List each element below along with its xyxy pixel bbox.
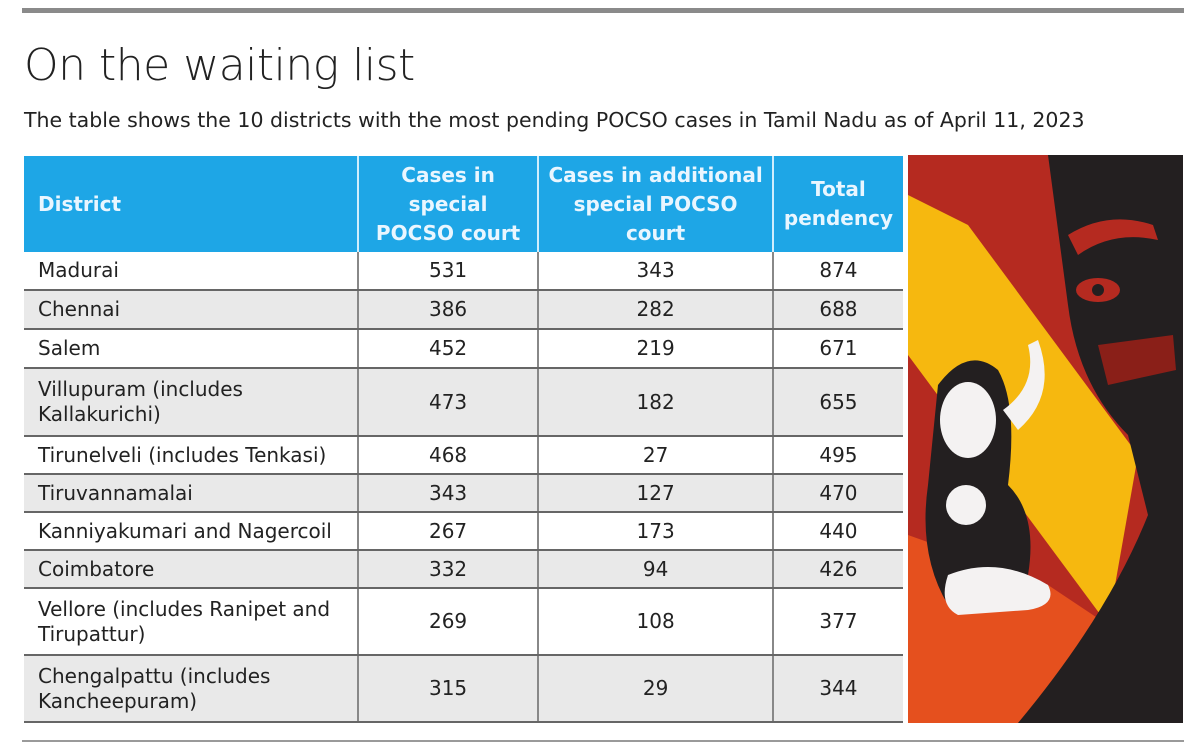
illustration [908,155,1183,723]
raised-arm [1003,340,1045,430]
legs [944,567,1051,615]
special-court-cell: 267 [357,512,540,551]
total-cell: 470 [772,474,903,513]
total-cell: 655 [772,368,903,437]
additional-court-cell: 108 [538,588,774,656]
special-court-cell: 315 [357,655,540,723]
additional-court-cell: 127 [538,474,774,513]
additional-court-cell: 29 [538,655,774,723]
shadow-figure [1018,155,1183,723]
total-cell: 426 [772,550,903,589]
district-cell: Tiruvannamalai [24,474,359,513]
top-rule [22,8,1184,13]
table-row: Coimbatore 332 94 426 [24,550,903,589]
column-header-additional-court: Cases in additional special POCSO court [538,156,774,252]
district-cell: Chengalpattu (includes Kancheepuram) [24,655,359,723]
special-court-cell: 332 [357,550,540,589]
pupil [1092,284,1104,296]
girl-face [940,382,996,458]
table-row: Tiruvannamalai 343 127 470 [24,474,903,513]
special-court-cell: 468 [357,436,540,475]
special-court-cell: 386 [357,290,540,330]
total-cell: 671 [772,329,903,369]
additional-court-cell: 173 [538,512,774,551]
bottom-rule [22,740,1184,742]
special-court-cell: 473 [357,368,540,437]
table-row: Villupuram (includes Kallakurichi) 473 182… [24,368,903,437]
district-cell: Villupuram (includes Kallakurichi) [24,368,359,437]
eyebrow [1068,219,1158,255]
total-cell: 874 [772,252,903,291]
table-row: Chennai 386 282 688 [24,290,903,330]
special-court-cell: 531 [357,252,540,291]
mouth [1098,335,1176,385]
table-row: Madurai 531 343 874 [24,252,903,291]
page-title: On the waiting list [24,40,415,91]
pendency-table: District Cases in special POCSO court Ca… [24,156,903,723]
table-row: Salem 452 219 671 [24,329,903,369]
subtitle: The table shows the 10 districts with th… [24,108,1085,132]
total-cell: 495 [772,436,903,475]
district-cell: Vellore (includes Ranipet and Tirupattur… [24,588,359,656]
table-row: Kanniyakumari and Nagercoil 267 173 440 [24,512,903,551]
additional-court-cell: 27 [538,436,774,475]
district-cell: Madurai [24,252,359,291]
special-court-cell: 269 [357,588,540,656]
total-cell: 440 [772,512,903,551]
additional-court-cell: 182 [538,368,774,437]
district-cell: Salem [24,329,359,369]
column-header-total: Total pendency [772,156,903,252]
table-row: Tirunelveli (includes Tenkasi) 468 27 495 [24,436,903,475]
table-row: Vellore (includes Ranipet and Tirupattur… [24,588,903,656]
total-cell: 344 [772,655,903,723]
column-header-special-court: Cases in special POCSO court [357,156,540,252]
additional-court-cell: 282 [538,290,774,330]
table-header-row: District Cases in special POCSO court Ca… [24,156,903,252]
special-court-cell: 452 [357,329,540,369]
column-header-district: District [24,156,359,252]
district-cell: Chennai [24,290,359,330]
district-cell: Coimbatore [24,550,359,589]
additional-court-cell: 343 [538,252,774,291]
table-row: Chengalpattu (includes Kancheepuram) 315 2… [24,655,903,723]
total-cell: 377 [772,588,903,656]
additional-court-cell: 94 [538,550,774,589]
baby-face [946,485,986,525]
additional-court-cell: 219 [538,329,774,369]
special-court-cell: 343 [357,474,540,513]
district-cell: Kanniyakumari and Nagercoil [24,512,359,551]
district-cell: Tirunelveli (includes Tenkasi) [24,436,359,475]
total-cell: 688 [772,290,903,330]
